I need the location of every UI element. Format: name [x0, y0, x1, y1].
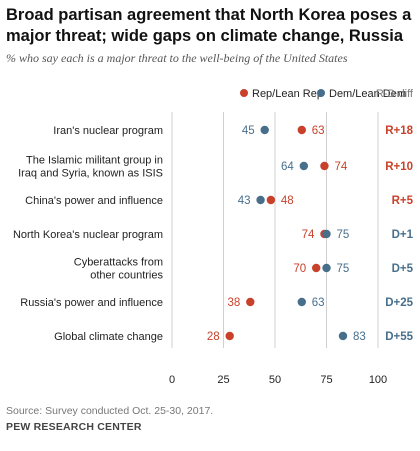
category-label: Global climate change	[54, 331, 163, 343]
diff-label: R+10	[385, 161, 413, 173]
chart-title: Broad partisan agreement that North Kore…	[6, 6, 412, 45]
category-label: Cyberattacks from	[74, 257, 163, 269]
dem-value-label: 45	[242, 125, 255, 137]
dem-dot	[299, 161, 309, 171]
category-label: The Islamic militant group in	[26, 155, 163, 167]
dem-dot	[322, 263, 331, 273]
category-label: other countries	[90, 270, 163, 282]
dem-dot	[297, 297, 306, 307]
source-note: Source: Survey conducted Oct. 25-30, 201…	[6, 405, 214, 417]
rep-dot	[297, 125, 306, 135]
x-tick-label: 100	[369, 374, 387, 386]
legend-dem-label: Dem/Lean Dem	[329, 88, 406, 100]
org-credit: PEW RESEARCH CENTER	[6, 421, 142, 433]
rep-value-label: 63	[312, 125, 325, 137]
x-tick-label: 50	[269, 374, 281, 386]
x-tick-label: 75	[320, 374, 332, 386]
rep-value-label: 48	[281, 195, 294, 207]
category-label: Russia's power and influence	[20, 297, 163, 309]
rep-value-label: 38	[227, 297, 240, 309]
rep-value-label: 70	[293, 263, 306, 275]
rep-dot	[266, 195, 276, 205]
rep-dot	[225, 331, 234, 341]
rep-dot	[246, 297, 255, 307]
dem-value-label: 63	[312, 297, 325, 309]
category-label: North Korea's nuclear program	[13, 229, 163, 241]
x-tick-label: 25	[217, 374, 229, 386]
legend-dem-marker	[317, 89, 325, 97]
dem-value-label: 43	[238, 195, 251, 207]
diff-label: D+5	[392, 263, 414, 275]
rep-value-label: 74	[334, 161, 347, 173]
category-label: Iraq and Syria, known as ISIS	[18, 168, 163, 180]
diff-label: D+55	[385, 331, 413, 343]
dem-dot	[322, 229, 331, 239]
dem-value-label: 83	[353, 331, 366, 343]
dem-value-label: 75	[337, 229, 350, 241]
rep-dot	[320, 161, 329, 171]
legend-rep-marker	[240, 89, 248, 97]
dem-dot	[256, 195, 265, 205]
diff-label: D+1	[392, 229, 414, 241]
category-label: Iran's nuclear program	[53, 125, 163, 137]
legend-rep-label: Rep/Lean Rep	[252, 88, 323, 100]
diff-column-header: R-D diff	[376, 88, 414, 100]
dem-dot	[260, 125, 269, 135]
x-tick-label: 0	[169, 374, 175, 386]
category-label: China's power and influence	[25, 195, 163, 207]
rep-dot	[312, 263, 321, 273]
diff-label: R+18	[385, 125, 413, 137]
dem-value-label: 64	[281, 161, 294, 173]
diff-label: D+25	[385, 297, 413, 309]
rep-value-label: 74	[302, 229, 315, 241]
chart-subtitle: % who say each is a major threat to the …	[6, 51, 348, 65]
dem-dot	[338, 331, 348, 341]
diff-label: R+5	[392, 195, 414, 207]
dem-value-label: 75	[337, 263, 350, 275]
rep-value-label: 28	[207, 331, 220, 343]
